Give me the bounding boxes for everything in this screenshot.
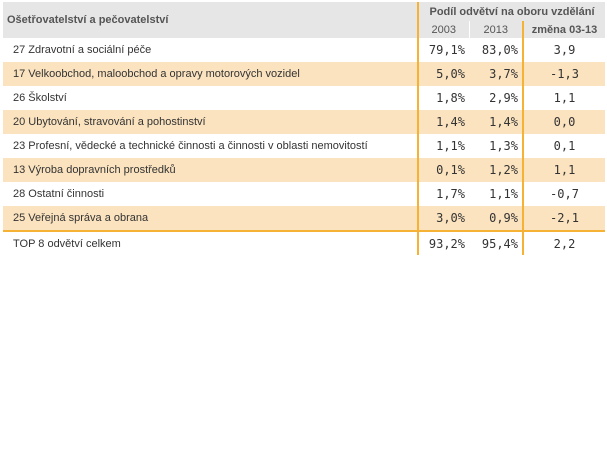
value-2003: 1,4% [418,110,469,134]
table-row: 20 Ubytování, stravování a pohostinství … [3,110,605,134]
value-2003: 0,1% [418,158,469,182]
industry-name: 20 Ubytování, stravování a pohostinství [3,110,419,134]
value-change: 1,1 [523,158,605,182]
industry-name: 13 Výroba dopravních prostředků [3,158,419,182]
value-change: -0,7 [523,182,605,206]
value-2003: 5,0% [418,62,469,86]
column-group-header: Podíl odvětví na oboru vzdělání [418,2,605,21]
column-header-2013: 2013 [469,21,524,38]
table-title: Ošetřovatelství a pečovatelství [3,2,419,38]
industry-name: 26 Školství [3,86,419,110]
value-2003: 79,1% [418,38,469,62]
industry-share-table: Ošetřovatelství a pečovatelství Podíl od… [3,2,605,255]
industry-name: 27 Zdravotní a sociální péče [3,38,419,62]
value-change: 1,1 [523,86,605,110]
total-2013: 95,4% [469,230,524,255]
table-row: 17 Velkoobchod, maloobchod a opravy moto… [3,62,605,86]
industry-name: 25 Veřejná správa a obrana [3,206,419,231]
table-row: 26 Školství 1,8% 2,9% 1,1 [3,86,605,110]
value-2003: 1,1% [418,134,469,158]
value-2013: 0,9% [469,206,524,231]
table-row: 28 Ostatní činnosti 1,7% 1,1% -0,7 [3,182,605,206]
value-2013: 1,3% [469,134,524,158]
value-2013: 1,2% [469,158,524,182]
value-change: 0,0 [523,110,605,134]
table-container: Ošetřovatelství a pečovatelství Podíl od… [3,2,605,255]
value-2013: 1,4% [469,110,524,134]
value-2013: 83,0% [469,38,524,62]
value-2003: 1,8% [418,86,469,110]
value-change: -2,1 [523,206,605,231]
value-2003: 3,0% [418,206,469,231]
column-header-2003: 2003 [418,21,470,38]
total-label: TOP 8 odvětví celkem [3,230,419,255]
value-2013: 3,7% [469,62,524,86]
value-change: 3,9 [523,38,605,62]
table-row: 13 Výroba dopravních prostředků 0,1% 1,2… [3,158,605,182]
industry-name: 23 Profesní, vědecké a technické činnost… [3,134,419,158]
industry-name: 17 Velkoobchod, maloobchod a opravy moto… [3,62,419,86]
value-change: -1,3 [523,62,605,86]
total-2003: 93,2% [418,230,469,255]
table-row: 23 Profesní, vědecké a technické činnost… [3,134,605,158]
table-row: 25 Veřejná správa a obrana 3,0% 0,9% -2,… [3,206,605,231]
value-2013: 2,9% [469,86,524,110]
total-row: TOP 8 odvětví celkem 93,2% 95,4% 2,2 [3,230,605,255]
table-row: 27 Zdravotní a sociální péče 79,1% 83,0%… [3,38,605,62]
value-2013: 1,1% [469,182,524,206]
industry-name: 28 Ostatní činnosti [3,182,419,206]
total-change: 2,2 [523,230,605,255]
column-header-change: změna 03-13 [523,21,605,38]
value-2003: 1,7% [418,182,469,206]
value-change: 0,1 [523,134,605,158]
